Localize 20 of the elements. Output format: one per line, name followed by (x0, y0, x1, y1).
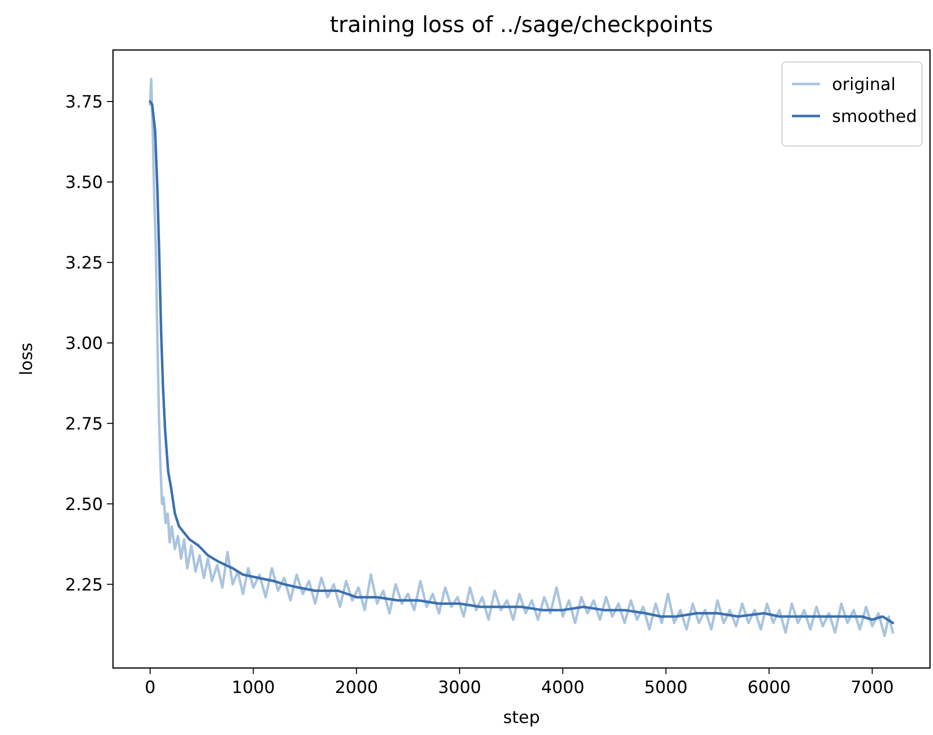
y-tick-label: 3.00 (65, 334, 103, 354)
x-tick-label: 4000 (541, 678, 584, 698)
y-tick-label: 3.25 (65, 253, 103, 274)
legend-label: original (832, 74, 896, 95)
x-tick-label: 5000 (644, 678, 688, 698)
x-tick-label: 2000 (334, 678, 378, 698)
y-tick-label: 2.50 (65, 494, 103, 515)
y-tick-label: 3.75 (65, 92, 103, 112)
x-tick-label: 1000 (232, 678, 275, 698)
y-tick-label: 2.75 (65, 414, 103, 434)
legend-label: smoothed (832, 106, 917, 127)
y-axis-title: loss (17, 342, 37, 376)
x-tick-label: 0 (144, 678, 156, 698)
x-axis-title: step (503, 708, 540, 728)
x-tick-label: 6000 (747, 678, 791, 698)
x-tick-label: 7000 (850, 678, 894, 698)
chart-title: training loss of ../sage/checkpoints (330, 13, 714, 38)
x-tick-label: 3000 (438, 678, 482, 698)
y-tick-label: 2.25 (65, 575, 103, 596)
y-tick-label: 3.50 (65, 172, 103, 193)
